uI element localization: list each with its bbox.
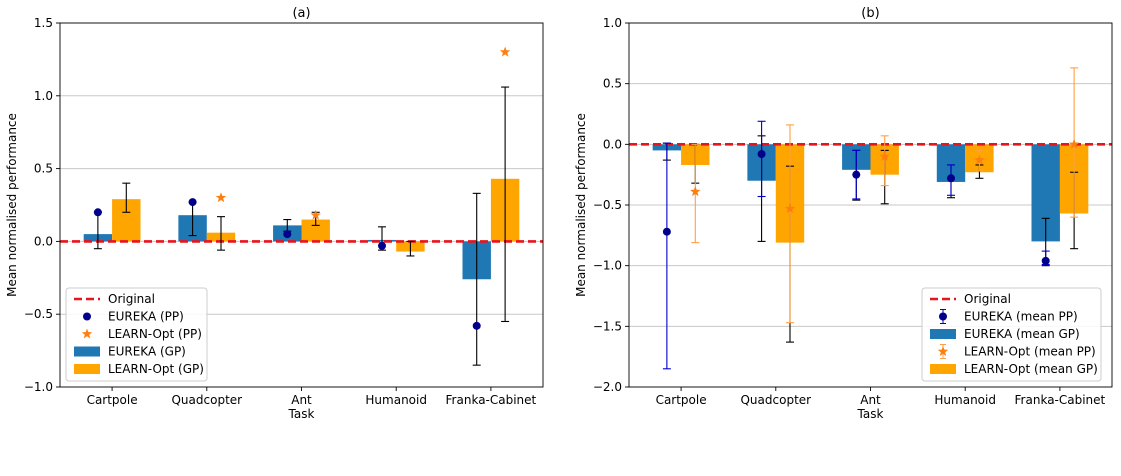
- legend-point-swatch: [83, 312, 91, 321]
- data-point-star: [690, 186, 701, 197]
- legend-point-swatch: [939, 312, 947, 321]
- legend-label: LEARN-Opt (mean GP): [964, 362, 1098, 376]
- legend-label: Original: [108, 292, 155, 306]
- chart-panel-2: −2.0 −1.5 −1.0 −0.5 0.0 0.5 1.0 Cartpole Quadcop…: [574, 6, 1113, 421]
- y-tick-label: 0.5: [603, 77, 622, 91]
- data-point-star: [784, 203, 796, 214]
- x-axis-label: Task: [857, 407, 884, 421]
- legend-label: LEARN-Opt (mean PP): [964, 345, 1096, 359]
- chart-title: (b): [861, 6, 879, 21]
- legend-bar-swatch: [930, 329, 956, 339]
- y-tick-label: −0.5: [24, 307, 53, 321]
- legend: Original EUREKA (PP) LEARN-Opt (PP) EUREKA …: [65, 287, 208, 382]
- legend: Original EUREKA (mean PP) EUREKA (mean GP)…: [921, 287, 1102, 382]
- y-tick-label: −1.0: [593, 259, 622, 273]
- data-point-star: [879, 150, 890, 161]
- legend-label: EUREKA (mean PP): [964, 310, 1078, 324]
- data-point: [472, 321, 481, 330]
- data-point: [1041, 256, 1050, 265]
- y-axis-label: Mean normalised performance: [5, 113, 19, 297]
- legend-label: EUREKA (GP): [108, 345, 186, 359]
- data-point: [662, 227, 671, 236]
- legend-box: [921, 287, 1102, 382]
- x-tick-label: Quadcopter: [171, 393, 242, 407]
- x-tick-label: Franka-Cabinet: [446, 393, 537, 407]
- y-tick-label: 1.5: [34, 16, 53, 30]
- legend-label: LEARN-Opt (GP): [108, 362, 204, 376]
- y-tick-label: 1.0: [603, 16, 622, 30]
- y-axis-label: Mean normalised performance: [574, 113, 588, 297]
- y-tick-label: −1.0: [24, 380, 53, 394]
- legend-label: LEARN-Opt (PP): [108, 327, 202, 341]
- data-point: [947, 174, 955, 183]
- x-tick-label: Cartpole: [87, 393, 138, 407]
- data-point-star: [310, 209, 321, 220]
- y-tick-label: −1.5: [593, 319, 622, 333]
- y-tick-label: 0.5: [34, 162, 53, 176]
- data-point-star: [215, 192, 227, 203]
- data-point: [283, 230, 292, 239]
- data-point-star: [499, 46, 511, 57]
- legend-label: EUREKA (mean GP): [964, 327, 1080, 341]
- legend-bar-swatch: [74, 364, 100, 374]
- bar: [301, 219, 330, 242]
- legend-label: Original: [964, 292, 1011, 306]
- x-tick-label: Franka-Cabinet: [1015, 393, 1106, 407]
- y-tick-label: −0.5: [593, 198, 622, 212]
- y-tick-label: 0.0: [34, 234, 53, 248]
- legend-star-swatch: [937, 346, 949, 356]
- chart-title: (a): [292, 6, 310, 21]
- legend-label: EUREKA (PP): [108, 310, 184, 324]
- y-tick-label: 1.0: [34, 89, 53, 103]
- y-tick-label: 0.0: [603, 137, 622, 151]
- legend-bar-swatch: [930, 364, 956, 374]
- x-tick-label: Ant: [860, 393, 881, 407]
- data-point: [93, 208, 102, 217]
- data-point: [852, 170, 861, 179]
- data-point: [378, 241, 386, 250]
- chart-panel-1: −1.0 −0.5 0.0 0.5 1.0 1.5 Cartpole Quadcopter An…: [5, 6, 544, 421]
- x-tick-label: Quadcopter: [740, 393, 811, 407]
- x-tick-label: Humanoid: [934, 393, 996, 407]
- y-tick-label: −2.0: [593, 380, 622, 394]
- legend-bar-swatch: [74, 346, 100, 357]
- data-point-star: [1068, 138, 1080, 149]
- data-point-star: [974, 154, 985, 165]
- x-tick-label: Cartpole: [656, 393, 707, 407]
- x-axis-label: Task: [288, 407, 315, 421]
- legend-star-swatch: [81, 328, 93, 339]
- x-tick-label: Ant: [291, 393, 312, 407]
- data-point: [188, 198, 197, 207]
- data-point: [757, 150, 766, 159]
- x-tick-label: Humanoid: [365, 393, 427, 407]
- legend-box: [65, 287, 208, 382]
